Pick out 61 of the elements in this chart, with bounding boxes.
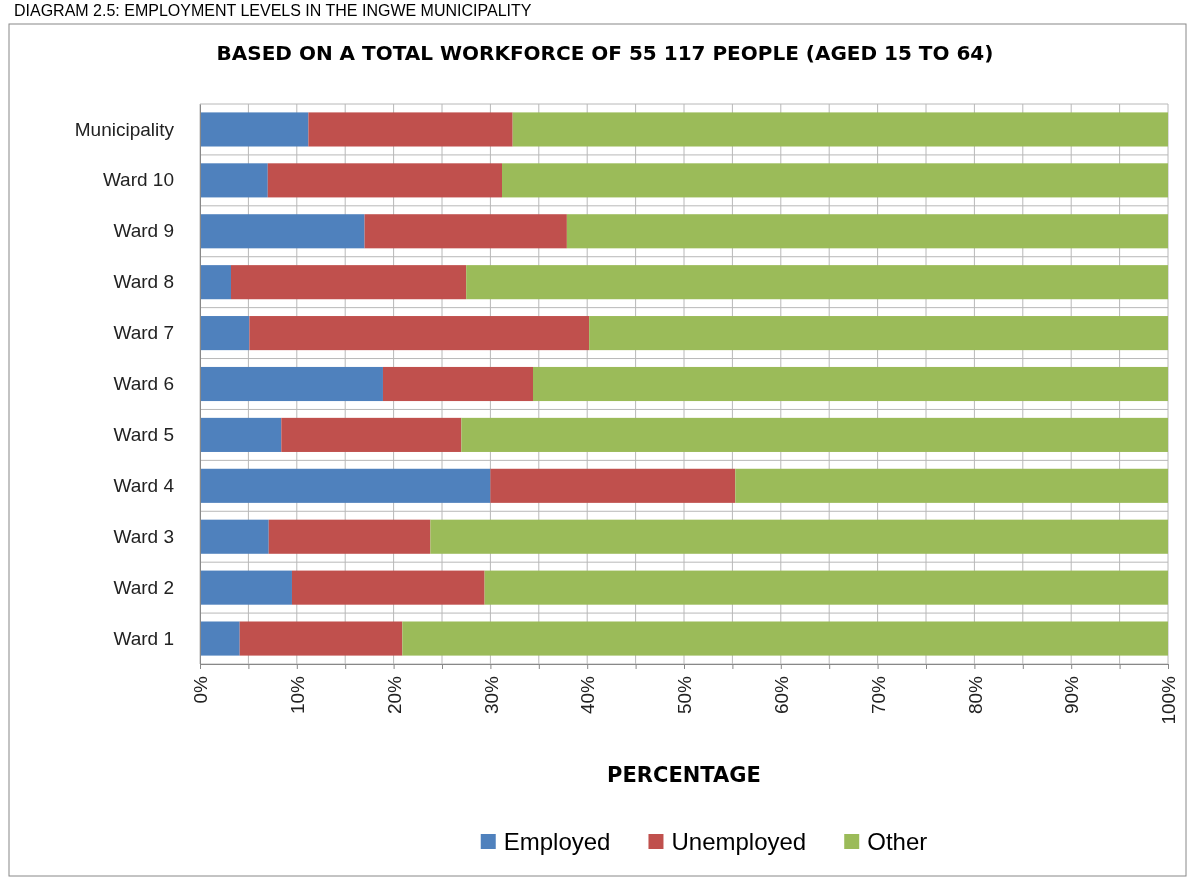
bar [230, 265, 467, 300]
y-tick-label: Ward 1 [113, 627, 174, 649]
legend-label: Other [867, 828, 928, 856]
x-axis-title: PERCENTAGE [607, 763, 761, 787]
y-tick-label: Municipality [74, 118, 175, 140]
bar [735, 468, 1168, 503]
bar [484, 570, 1168, 605]
legend-label: Unemployed [671, 828, 807, 856]
x-tick-label: 50% [674, 675, 696, 715]
bar [589, 316, 1168, 351]
bar [200, 366, 383, 402]
y-tick-label: Ward 7 [113, 322, 174, 344]
bar [200, 468, 491, 503]
bar [200, 316, 250, 351]
bar [268, 519, 431, 554]
x-tick-label: 100% [1158, 675, 1180, 725]
bar [402, 621, 1168, 656]
bar [490, 468, 736, 503]
bar [200, 570, 292, 605]
bar [382, 366, 533, 402]
bar [532, 366, 1168, 402]
chart-title: BASED ON A TOTAL WORKFORCE OF 55 117 PEOPLE (AGED 15 TO 64) [216, 41, 994, 65]
y-tick-label: Ward 2 [113, 576, 174, 598]
x-tick-label: 80% [964, 675, 986, 715]
bar [291, 570, 485, 605]
bar [200, 112, 309, 147]
bar [461, 417, 1168, 452]
x-tick-label: 60% [770, 675, 792, 715]
bar [249, 316, 590, 351]
bar [200, 519, 269, 554]
y-tick-label: Ward 10 [102, 169, 174, 191]
y-tick-label: Ward 5 [113, 423, 174, 445]
x-tick-label: 40% [577, 675, 599, 715]
bar [430, 519, 1168, 554]
bar [566, 214, 1168, 249]
bar [239, 621, 403, 656]
x-tick-label: 90% [1061, 675, 1083, 715]
x-tick-label: 20% [383, 675, 405, 715]
bar [308, 112, 513, 147]
y-tick-label: Ward 9 [113, 220, 174, 242]
legend-label: Employed [503, 828, 611, 856]
bar [267, 163, 503, 198]
bar [281, 417, 462, 452]
bar [200, 417, 282, 452]
bar [200, 163, 268, 198]
x-tick-label: 10% [286, 675, 308, 715]
bar [512, 112, 1168, 147]
x-tick-label: 70% [867, 675, 889, 715]
y-tick-label: Ward 6 [113, 373, 174, 395]
bar [200, 214, 365, 249]
text: DIAGRAM 2.5: EMPLOYMENT LEVELS IN THE INGWE MUNICIPALITY [14, 2, 532, 19]
y-tick-label: Ward 8 [113, 271, 174, 293]
bar [502, 163, 1168, 198]
bar [466, 265, 1168, 300]
x-tick-label: 0% [190, 675, 212, 704]
y-tick-label: Ward 3 [113, 525, 174, 547]
bar [200, 265, 231, 300]
bar [364, 214, 567, 249]
bar [200, 621, 240, 656]
y-tick-label: Ward 4 [113, 474, 175, 496]
x-tick-label: 30% [480, 675, 502, 715]
